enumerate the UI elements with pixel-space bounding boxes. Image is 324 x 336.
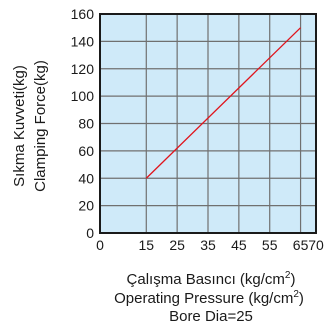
x-axis-title-line-2-close: ) [299,290,304,307]
y-tick-label-140: 140 [71,33,95,49]
grid-layer [100,14,316,233]
y-tick-label-120: 120 [71,61,95,77]
plot-frame [99,13,317,234]
y-axis-title-line-1: Sıkma Kuvveti(kg) [11,65,28,187]
x-tick-label-55: 55 [262,237,278,253]
bore-diameter-note: Bore Dia=25 [169,308,253,325]
x-axis-title-line-2: Operating Pressure (kg/cm2) [114,289,304,307]
y-tick-label-160: 160 [71,6,95,22]
y-tick-label-80: 80 [78,116,94,132]
x-tick-label-0: 0 [96,237,104,253]
x-axis-title-line-1-superscript: 2 [285,270,291,281]
series-line-1 [145,27,302,179]
y-tick-label-100: 100 [71,88,95,104]
y-tick-label-60: 60 [78,143,94,159]
x-tick-label-25: 25 [169,237,185,253]
x-axis-title-line-1-text: Çalışma Basıncı (kg/cm [127,271,285,288]
y-tick-label-40: 40 [78,170,94,186]
x-axis-title-line-2-superscript: 2 [293,289,299,300]
x-axis-title-line-1-close: ) [290,271,295,288]
x-tick-label-45: 45 [231,237,247,253]
x-tick-label-35: 35 [200,237,216,253]
x-axis-title-line-2-text: Operating Pressure (kg/cm [114,290,293,307]
x-tick-label-70: 70 [308,237,324,253]
y-axis-title-line-2: Clamping Force(kg) [32,60,49,192]
y-tick-label-0: 0 [86,225,94,241]
y-tick-label-20: 20 [78,198,94,214]
x-axis-title-line-1: Çalışma Basıncı (kg/cm2) [127,270,296,288]
x-tick-label-15: 15 [138,237,154,253]
x-tick-label-65: 65 [293,237,309,253]
tick-layer: 0 20 40 60 80 100 120 140 160 0 15 25 35 45 55 65 70 [71,6,324,253]
series-layer [145,27,302,179]
